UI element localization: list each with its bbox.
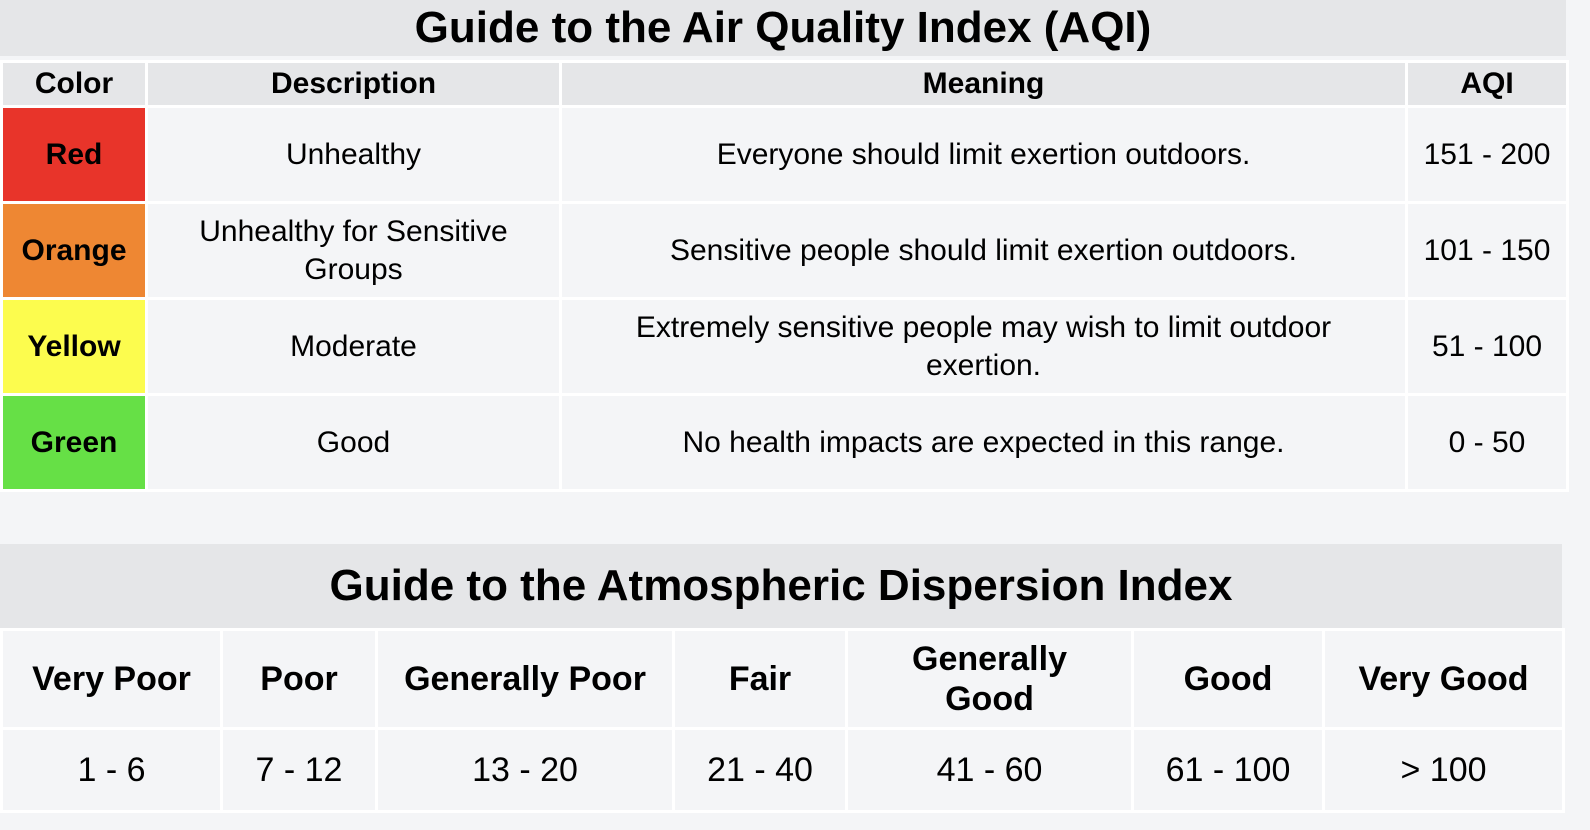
aqi-range-cell: 0 - 50	[1405, 393, 1569, 492]
table-row: Orange Unhealthy for Sensitive Groups Se…	[0, 201, 1569, 300]
dispersion-label: Very Poor	[0, 628, 223, 730]
aqi-table: Color Description Meaning AQI Red Unheal…	[0, 60, 1569, 492]
description-cell: Unhealthy	[145, 105, 562, 204]
meaning-cell: Sensitive people should limit exertion o…	[559, 201, 1408, 300]
description-cell: Unhealthy for Sensitive Groups	[145, 201, 562, 300]
meaning-cell: No health impacts are expected in this r…	[559, 393, 1408, 492]
color-swatch-red: Red	[0, 105, 148, 204]
dispersion-label-row: Very Poor Poor Generally Poor Fair Gener…	[0, 628, 1565, 730]
dispersion-range: 1 - 6	[0, 727, 223, 813]
dispersion-range: > 100	[1322, 727, 1565, 813]
dispersion-range-row: 1 - 6 7 - 12 13 - 20 21 - 40 41 - 60 61 …	[0, 727, 1565, 813]
aqi-header-meaning: Meaning	[559, 60, 1408, 108]
dispersion-range: 21 - 40	[672, 727, 848, 813]
aqi-header-row: Color Description Meaning AQI	[0, 60, 1569, 108]
aqi-header-description: Description	[145, 60, 562, 108]
dispersion-range: 7 - 12	[220, 727, 378, 813]
aqi-range-cell: 151 - 200	[1405, 105, 1569, 204]
table-row: Yellow Moderate Extremely sensitive peop…	[0, 297, 1569, 396]
dispersion-label: Fair	[672, 628, 848, 730]
meaning-cell: Extremely sensitive people may wish to l…	[559, 297, 1408, 396]
aqi-title: Guide to the Air Quality Index (AQI)	[0, 0, 1566, 56]
meaning-cell: Everyone should limit exertion outdoors.	[559, 105, 1408, 204]
table-row: Green Good No health impacts are expecte…	[0, 393, 1569, 492]
aqi-range-cell: 51 - 100	[1405, 297, 1569, 396]
dispersion-label: Poor	[220, 628, 378, 730]
color-swatch-green: Green	[0, 393, 148, 492]
dispersion-label: Generally Good	[845, 628, 1134, 730]
aqi-header-color: Color	[0, 60, 148, 108]
dispersion-title: Guide to the Atmospheric Dispersion Inde…	[0, 544, 1562, 628]
dispersion-label: Good	[1131, 628, 1325, 730]
color-swatch-orange: Orange	[0, 201, 148, 300]
dispersion-table: Very Poor Poor Generally Poor Fair Gener…	[0, 628, 1565, 813]
dispersion-range: 13 - 20	[375, 727, 675, 813]
dispersion-label: Very Good	[1322, 628, 1565, 730]
color-swatch-yellow: Yellow	[0, 297, 148, 396]
table-row: Red Unhealthy Everyone should limit exer…	[0, 105, 1569, 204]
aqi-header-aqi: AQI	[1405, 60, 1569, 108]
dispersion-range: 61 - 100	[1131, 727, 1325, 813]
description-cell: Good	[145, 393, 562, 492]
dispersion-range: 41 - 60	[845, 727, 1134, 813]
description-cell: Moderate	[145, 297, 562, 396]
dispersion-label: Generally Poor	[375, 628, 675, 730]
aqi-range-cell: 101 - 150	[1405, 201, 1569, 300]
